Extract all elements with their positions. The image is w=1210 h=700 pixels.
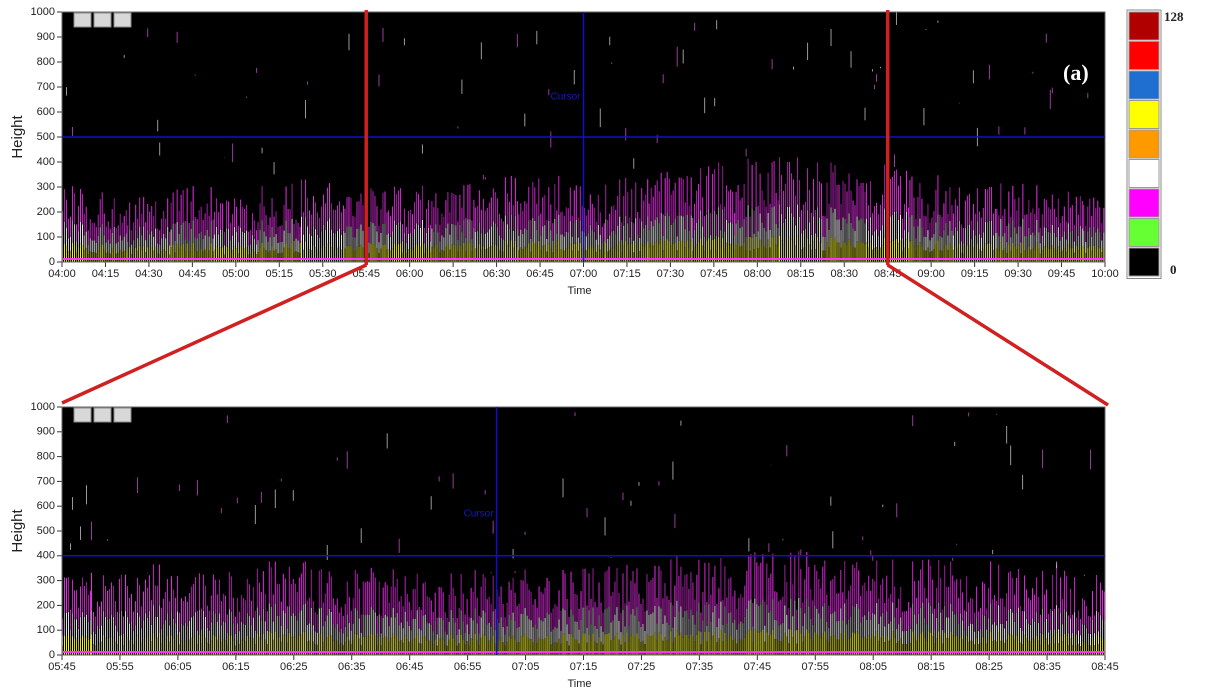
colorbar-swatch — [1129, 189, 1159, 217]
x-tick-label: 06:55 — [454, 661, 482, 673]
y-tick-label: 1000 — [31, 6, 55, 18]
x-tick-label: 07:30 — [657, 268, 685, 280]
x-tick-label: 09:15 — [961, 268, 989, 280]
x-tick-label: 06:45 — [526, 268, 554, 280]
toolbar-button[interactable] — [114, 13, 131, 27]
x-tick-label: 09:00 — [917, 268, 945, 280]
x-tick-label: 06:35 — [338, 661, 366, 673]
x-tick-label: 08:15 — [787, 268, 815, 280]
y-tick-label: 500 — [37, 525, 55, 537]
x-tick-label: 05:55 — [106, 661, 134, 673]
y-tick-label: 400 — [37, 156, 55, 168]
toolbar-button[interactable] — [114, 408, 131, 422]
x-tick-label: 05:30 — [309, 268, 337, 280]
x-tick-label: 05:15 — [266, 268, 294, 280]
y-tick-label: 500 — [37, 131, 55, 143]
y-tick-label: 100 — [37, 231, 55, 243]
x-tick-label: 08:05 — [859, 661, 887, 673]
x-tick-label: 06:30 — [483, 268, 511, 280]
colorbar-swatch — [1129, 12, 1159, 40]
x-tick-label: 08:15 — [917, 661, 945, 673]
y-tick-label: 1000 — [31, 401, 55, 413]
zoom-connector — [888, 265, 1108, 405]
x-tick-label: 09:30 — [1004, 268, 1032, 280]
toolbar-button[interactable] — [74, 408, 91, 422]
zoom-connector — [62, 265, 366, 403]
y-tick-label: 900 — [37, 426, 55, 438]
y-tick-label: 400 — [37, 550, 55, 562]
x-tick-label: 07:05 — [512, 661, 540, 673]
x-tick-label: 06:45 — [396, 661, 424, 673]
panel-label: (a) — [1063, 60, 1089, 85]
x-tick-label: 09:45 — [1048, 268, 1076, 280]
x-tick-label: 04:00 — [48, 268, 76, 280]
x-tick-label: 08:30 — [830, 268, 858, 280]
x-tick-label: 07:25 — [628, 661, 656, 673]
colorbar-swatch — [1129, 130, 1159, 158]
y-tick-label: 300 — [37, 181, 55, 193]
y-tick-label: 600 — [37, 106, 55, 118]
x-tick-label: 08:00 — [744, 268, 772, 280]
y-tick-label: 800 — [37, 451, 55, 463]
x-tick-label: 08:45 — [1091, 661, 1119, 673]
screenshot: 0100200300400500600700800900100004:0004:… — [0, 0, 1210, 695]
x-tick-label: 04:30 — [135, 268, 163, 280]
toolbar-button[interactable] — [94, 13, 111, 27]
x-tick-label: 08:35 — [1033, 661, 1061, 673]
x-tick-label: 06:15 — [439, 268, 467, 280]
y-axis-label: Height — [9, 508, 26, 552]
x-tick-label: 05:45 — [48, 661, 76, 673]
x-tick-label: 05:00 — [222, 268, 250, 280]
y-tick-label: 700 — [37, 475, 55, 487]
y-tick-label: 600 — [37, 500, 55, 512]
x-tick-label: 04:15 — [92, 268, 120, 280]
x-tick-label: 07:15 — [570, 661, 598, 673]
x-tick-label: 06:15 — [222, 661, 250, 673]
x-tick-label: 07:15 — [613, 268, 641, 280]
x-tick-label: 10:00 — [1091, 268, 1119, 280]
x-tick-label: 06:00 — [396, 268, 424, 280]
colorbar-swatch — [1129, 248, 1159, 276]
y-tick-label: 200 — [37, 599, 55, 611]
y-tick-label: 800 — [37, 56, 55, 68]
y-tick-label: 900 — [37, 31, 55, 43]
colorbar-min: 0 — [1170, 262, 1177, 277]
colorbar-swatch — [1129, 219, 1159, 247]
y-tick-label: 0 — [49, 256, 55, 268]
x-tick-label: 07:00 — [570, 268, 598, 280]
colorbar-max: 128 — [1164, 9, 1184, 24]
colorbar-swatch — [1129, 42, 1159, 70]
toolbar-button[interactable] — [94, 408, 111, 422]
colorbar-swatch — [1129, 160, 1159, 188]
y-tick-label: 300 — [37, 575, 55, 587]
x-tick-label: 07:45 — [744, 661, 772, 673]
x-tick-label: 04:45 — [179, 268, 207, 280]
x-tick-label: 07:45 — [700, 268, 728, 280]
y-tick-label: 0 — [49, 649, 55, 661]
colorbar-swatch — [1129, 71, 1159, 99]
colorbar-swatch — [1129, 101, 1159, 129]
y-tick-label: 200 — [37, 206, 55, 218]
y-tick-label: 100 — [37, 624, 55, 636]
x-tick-label: 06:05 — [164, 661, 192, 673]
x-axis-label: Time — [567, 678, 591, 690]
y-axis-label: Height — [9, 114, 26, 158]
y-tick-label: 700 — [37, 81, 55, 93]
cursor-label: Cursor — [464, 508, 495, 519]
x-tick-label: 07:55 — [802, 661, 830, 673]
cursor-label: Cursor — [550, 92, 581, 103]
x-tick-label: 08:25 — [975, 661, 1003, 673]
x-axis-label: Time — [567, 285, 591, 297]
x-tick-label: 07:35 — [686, 661, 714, 673]
toolbar-button[interactable] — [74, 13, 91, 27]
x-tick-label: 06:25 — [280, 661, 308, 673]
